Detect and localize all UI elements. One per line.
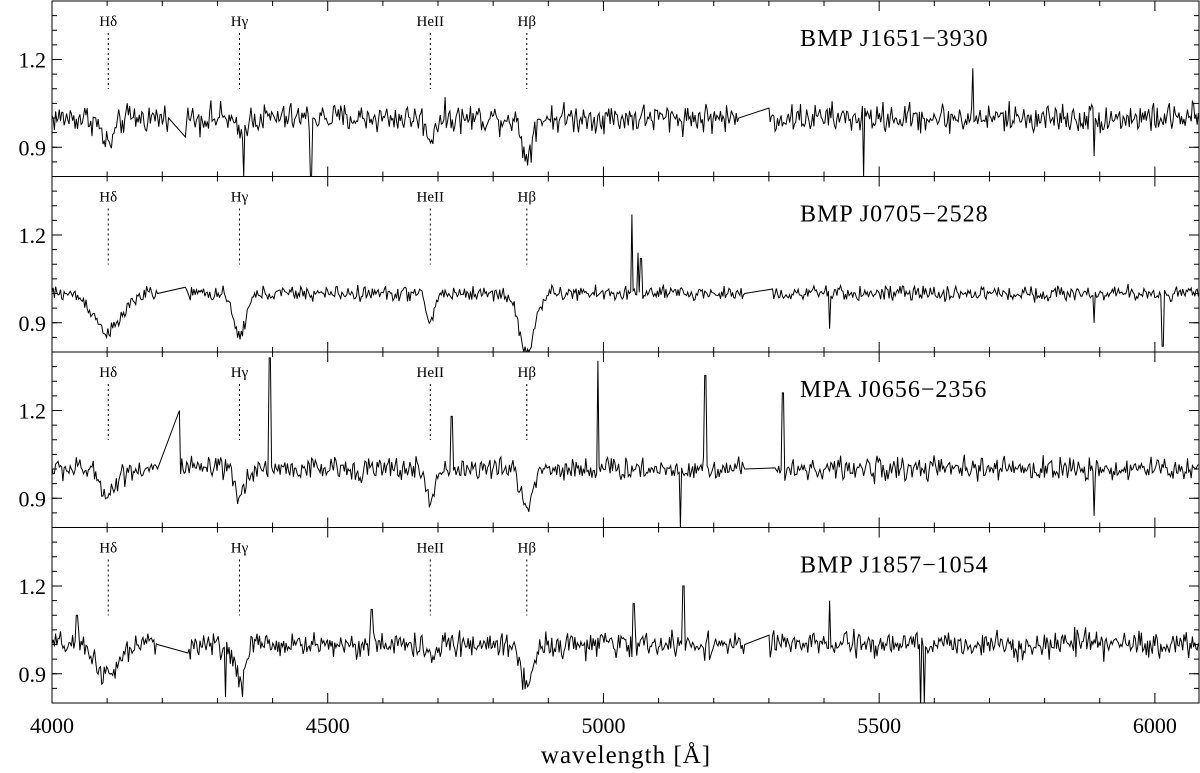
spectrum-panel: 0.9 1.2 Hδ Hγ HeII Hβ BMP J1651−3930 bbox=[19, 0, 1200, 177]
line-marker-label: Hδ bbox=[99, 541, 117, 557]
line-marker-label: Hβ bbox=[518, 14, 536, 30]
line-marker-label: HeII bbox=[417, 541, 444, 557]
y-tick-label: 1.2 bbox=[19, 399, 47, 424]
x-axis-title: wavelength [Å] bbox=[541, 742, 711, 769]
line-marker-label: Hβ bbox=[518, 365, 536, 381]
x-tick-label: 5000 bbox=[581, 713, 625, 738]
spectrum-line bbox=[52, 357, 1199, 528]
x-axis: 4000 4500 5000 5500 6000 bbox=[30, 713, 1177, 738]
spectra-panels: 0.9 1.2 Hδ Hγ HeII Hβ BMP J1651−3930 0.9 1.2 Hδ Hγ… bbox=[19, 0, 1200, 704]
line-marker-label: Hδ bbox=[99, 190, 117, 206]
y-tick-label: 0.9 bbox=[19, 486, 47, 511]
y-tick-label: 0.9 bbox=[19, 135, 47, 160]
spectrum-panel: 0.9 1.2 Hδ Hγ HeII Hβ MPA J0656−2356 bbox=[19, 351, 1200, 528]
y-tick-label: 0.9 bbox=[19, 662, 47, 687]
line-marker-label: Hδ bbox=[99, 14, 117, 30]
line-marker-label: Hγ bbox=[231, 365, 249, 381]
spectrum-line bbox=[52, 214, 1199, 352]
line-marker-label: Hγ bbox=[231, 14, 249, 30]
x-tick-label: 4500 bbox=[306, 713, 350, 738]
x-tick-label: 5500 bbox=[857, 713, 901, 738]
panel-frame bbox=[51, 0, 1200, 177]
panel-frame bbox=[51, 176, 1200, 353]
panel-frame bbox=[51, 351, 1200, 528]
panel-object-name: BMP J0705−2528 bbox=[800, 202, 989, 228]
x-tick-label: 6000 bbox=[1133, 713, 1177, 738]
y-tick-label: 1.2 bbox=[19, 574, 47, 599]
panel-object-name: MPA J0656−2356 bbox=[800, 377, 987, 403]
spectrum-panel: 0.9 1.2 Hδ Hγ HeII Hβ BMP J1857−1054 bbox=[19, 527, 1200, 704]
y-tick-label: 1.2 bbox=[19, 223, 47, 248]
spectrum-line bbox=[52, 68, 1199, 177]
panel-object-name: BMP J1857−1054 bbox=[800, 553, 989, 579]
line-marker-label: Hβ bbox=[518, 541, 536, 557]
panel-object-name: BMP J1651−3930 bbox=[800, 26, 989, 52]
line-marker-label: HeII bbox=[417, 190, 444, 206]
line-marker-label: Hβ bbox=[518, 190, 536, 206]
y-tick-label: 0.9 bbox=[19, 311, 47, 336]
spectrum-panel: 0.9 1.2 Hδ Hγ HeII Hβ BMP J0705−2528 bbox=[19, 176, 1200, 353]
line-marker-label: HeII bbox=[417, 365, 444, 381]
line-marker-label: HeII bbox=[417, 14, 444, 30]
line-marker-label: Hδ bbox=[99, 365, 117, 381]
line-marker-label: Hγ bbox=[231, 190, 249, 206]
line-marker-label: Hγ bbox=[231, 541, 249, 557]
panel-frame bbox=[51, 527, 1200, 704]
spectrum-line bbox=[52, 585, 1199, 703]
x-tick-label: 4000 bbox=[30, 713, 74, 738]
y-tick-label: 1.2 bbox=[19, 48, 47, 73]
